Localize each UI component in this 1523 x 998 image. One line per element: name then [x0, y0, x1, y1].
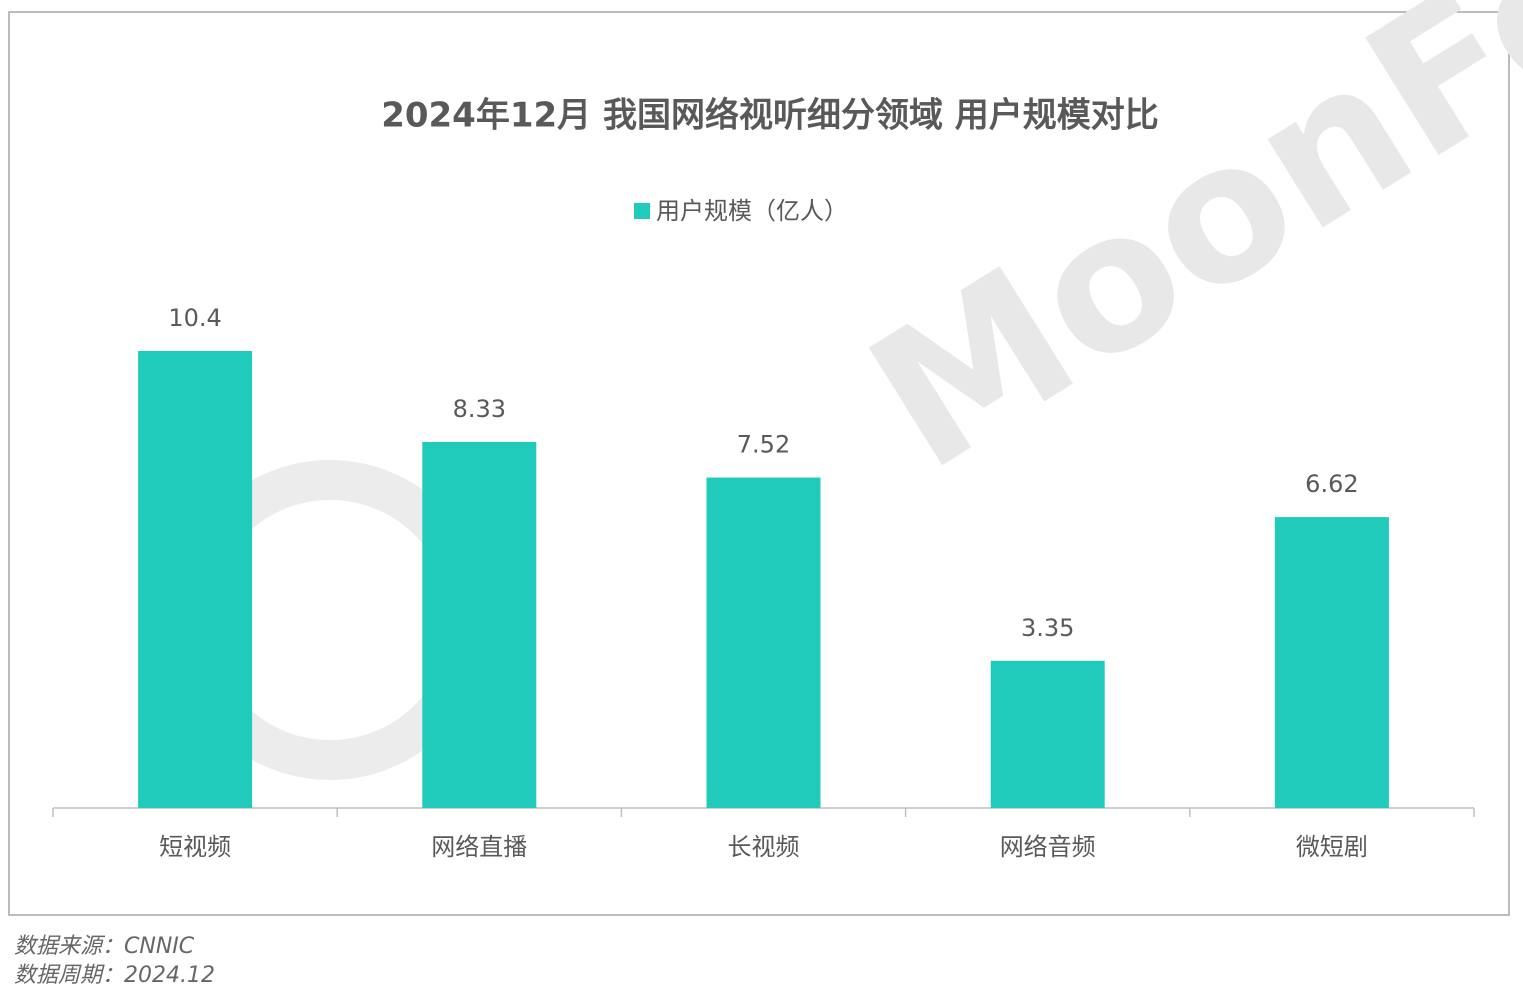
bar — [706, 477, 821, 808]
footer-period: 数据周期：2024.12 — [14, 963, 215, 988]
bar — [1274, 517, 1389, 808]
bar — [422, 441, 537, 808]
value-label: 3.35 — [1021, 614, 1074, 642]
x-tick-label: 微短剧 — [1296, 833, 1368, 861]
chart-title: 2024年12月 我国网络视听细分领域 用户规模对比 — [381, 96, 1159, 136]
footer-source: 数据来源：CNNIC — [14, 934, 195, 959]
bar — [990, 660, 1105, 808]
legend-swatch — [634, 203, 650, 219]
bar — [138, 351, 253, 808]
x-tick-label: 网络音频 — [1000, 833, 1096, 861]
value-label: 8.33 — [453, 395, 506, 423]
value-label: 10.4 — [168, 304, 221, 332]
legend-label: 用户规模（亿人） — [656, 197, 848, 225]
x-tick-label: 长视频 — [728, 833, 800, 861]
value-label: 7.52 — [737, 431, 790, 459]
x-tick-label: 网络直播 — [431, 833, 527, 861]
value-label: 6.62 — [1305, 470, 1358, 498]
x-tick-label: 短视频 — [159, 833, 231, 861]
